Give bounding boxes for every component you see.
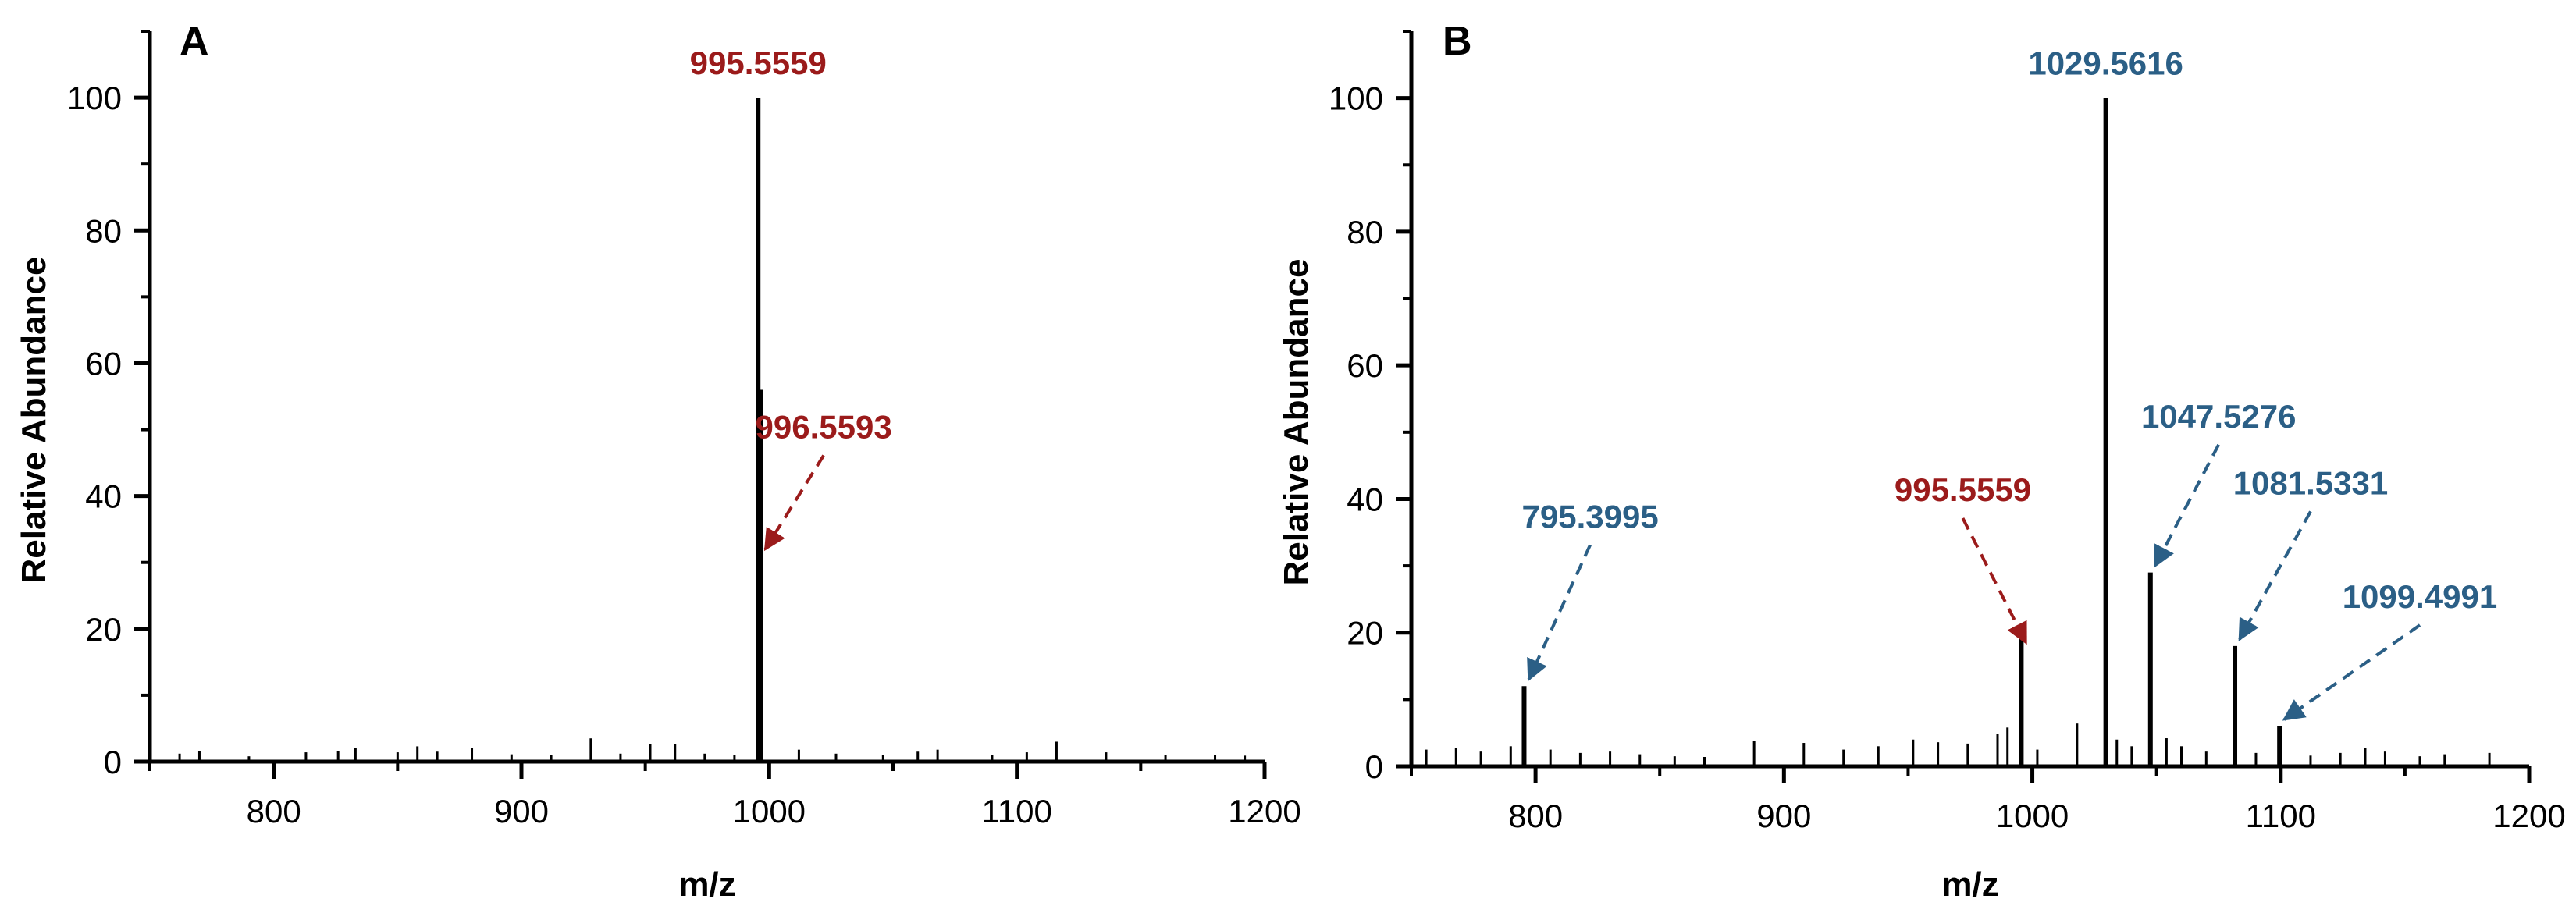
x-tick-label: 800 [1508, 798, 1563, 834]
peak-annotation-label: 996.5593 [756, 409, 892, 446]
x-tick-label: 900 [1756, 798, 1811, 834]
panel-b-chart: 800 900 1000 1100 1200 0 20 40 60 80 100 m/z Relativ… [1277, 19, 2566, 904]
peak-annotation-label: 1099.4991 [2343, 578, 2498, 615]
y-tick-label: 40 [85, 478, 122, 515]
x-tick-label: 1200 [2492, 798, 2565, 834]
panel-label: A [180, 19, 209, 64]
peak-annotation-label: 1081.5331 [2233, 464, 2389, 501]
y-tick-label: 80 [85, 212, 122, 249]
peak-annotation-label: 1029.5616 [2028, 45, 2183, 82]
peak-annotation-label: 995.5559 [1895, 471, 2031, 508]
y-tick-label: 60 [1347, 347, 1383, 384]
annotation-arrow [2282, 623, 2421, 721]
x-axis-title: m/z [678, 865, 735, 904]
x-tick-label: 900 [494, 793, 549, 830]
annotation-arrow [2154, 443, 2220, 568]
peak-annotation-label: 995.5559 [690, 44, 827, 81]
annotation-arrow [2238, 510, 2312, 641]
x-tick-label: 1000 [733, 793, 806, 830]
x-axis-title: m/z [1941, 865, 1998, 904]
y-tick-label: 20 [1347, 615, 1383, 652]
panel-a-chart: 800 900 1000 1100 1200 0 20 40 60 80 100 m/z Relativ… [15, 19, 1301, 904]
x-tick-label: 1100 [982, 793, 1052, 830]
x-tick-label: 800 [247, 793, 301, 830]
x-tick-label: 1000 [1996, 798, 2069, 834]
peak-annotation-label: 1047.5276 [2141, 398, 2297, 435]
y-tick-label: 40 [1347, 481, 1383, 517]
y-tick-label: 0 [1365, 748, 1383, 785]
y-tick-label: 20 [85, 611, 122, 648]
y-axis-title: Relative Abundance [1277, 259, 1315, 586]
y-tick-label: 80 [1347, 214, 1383, 250]
x-tick-label: 1200 [1228, 793, 1300, 830]
y-axis-title: Relative Abundance [15, 257, 53, 584]
annotation-arrow [1527, 544, 1592, 682]
panel-label: B [1443, 19, 1472, 64]
y-tick-label: 0 [104, 744, 122, 780]
y-tick-label: 60 [85, 345, 122, 382]
y-tick-label: 100 [67, 80, 122, 116]
annotation-arrow [1961, 517, 2028, 645]
x-tick-label: 1100 [2246, 798, 2316, 834]
y-tick-label: 100 [1329, 80, 1383, 117]
peak-annotation-label: 795.3995 [1522, 498, 1659, 535]
annotation-arrow [763, 454, 825, 552]
